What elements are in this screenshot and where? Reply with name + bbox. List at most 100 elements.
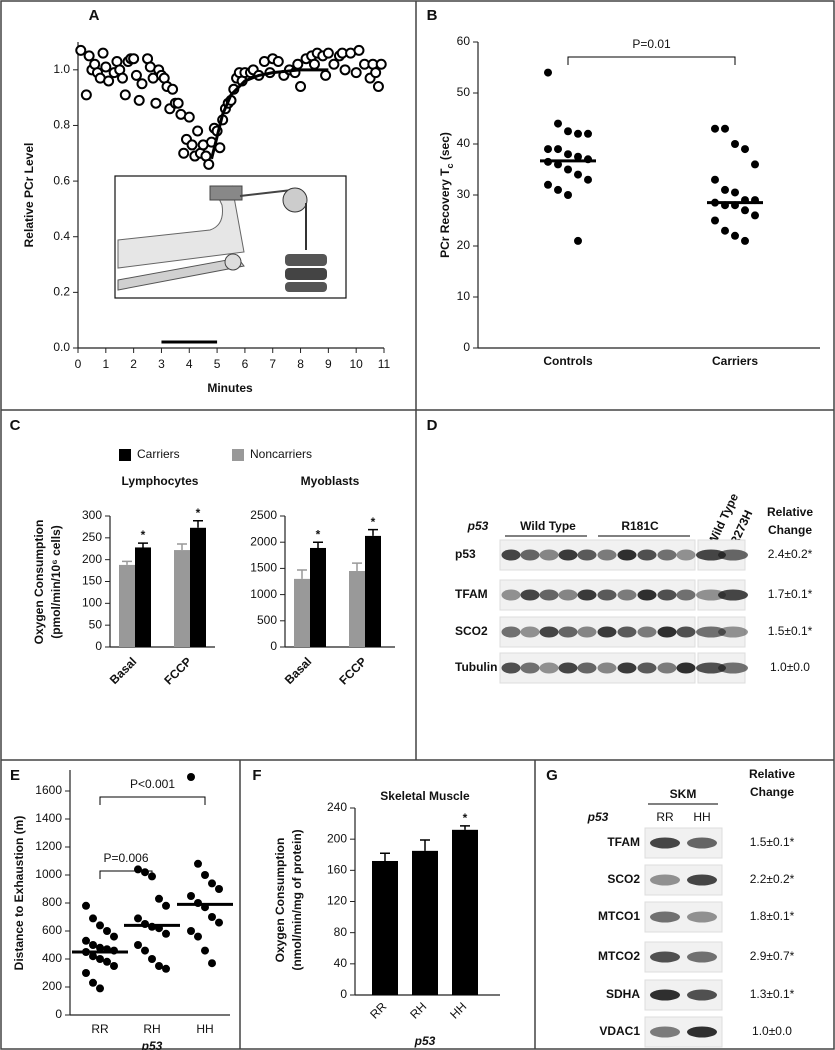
blot-band xyxy=(687,989,717,1001)
error-bar xyxy=(460,825,470,830)
y-axis-label-part: PCr Recovery T xyxy=(438,168,452,258)
data-point xyxy=(215,918,223,927)
significance-star: * xyxy=(371,515,376,529)
p-value-label: P=0.006 xyxy=(103,851,148,865)
data-point xyxy=(96,984,104,993)
panel-label: F xyxy=(252,767,261,784)
data-point xyxy=(203,158,215,170)
y-tick-label: 1000 xyxy=(35,867,62,881)
data-point xyxy=(141,946,149,955)
bar xyxy=(365,535,381,647)
blot-band xyxy=(577,662,597,674)
significance-star: * xyxy=(463,811,468,825)
x-tick-label: FCCP xyxy=(161,654,194,687)
data-point xyxy=(162,929,170,938)
row-label: VDAC1 xyxy=(599,1024,640,1038)
x-tick-label: HH xyxy=(447,999,469,1021)
data-point xyxy=(350,67,362,79)
data-point xyxy=(117,72,129,84)
blot-band xyxy=(650,911,680,923)
significance-star: * xyxy=(141,528,146,542)
legend-label: Noncarriers xyxy=(250,447,312,461)
data-point xyxy=(89,941,97,949)
x-tick-label: 6 xyxy=(242,357,249,371)
data-point xyxy=(544,145,552,154)
row-label: MTCO1 xyxy=(598,909,640,923)
y-axis-label: Oxygen Consumption xyxy=(32,520,46,645)
blot-band xyxy=(657,549,677,561)
blot-band xyxy=(617,626,637,638)
data-point xyxy=(214,142,226,154)
y-axis-label: PCr Recovery Tc (sec) xyxy=(438,132,455,258)
data-point xyxy=(554,185,562,194)
y-tick-label: 500 xyxy=(257,613,277,627)
data-point xyxy=(82,901,90,910)
significance-star: * xyxy=(196,506,201,520)
panel-label: E xyxy=(10,767,20,784)
y-axis-label: (pmol/min/10⁶ cells) xyxy=(49,525,63,639)
data-point xyxy=(721,124,729,133)
blot-band xyxy=(657,626,677,638)
x-tick-label: 7 xyxy=(269,357,276,371)
blot-band xyxy=(676,589,696,601)
relative-change: 2.9±0.7* xyxy=(750,949,795,963)
data-point xyxy=(155,962,163,970)
x-tick-label: 9 xyxy=(325,357,332,371)
blot-band xyxy=(617,549,637,561)
bar xyxy=(372,860,398,995)
inset-illustration xyxy=(114,175,347,299)
data-point xyxy=(208,879,216,888)
error-bar xyxy=(380,852,390,861)
blot-band xyxy=(520,549,540,561)
blot-band xyxy=(539,549,559,561)
data-point xyxy=(172,97,184,109)
data-point xyxy=(194,932,202,941)
blot-band xyxy=(657,589,677,601)
data-point xyxy=(119,89,131,101)
y-tick-label: 160 xyxy=(327,863,347,877)
bar xyxy=(310,547,326,647)
blot-band xyxy=(597,589,617,601)
data-point xyxy=(103,75,115,87)
blot-band xyxy=(650,837,680,849)
y-tick-label: 150 xyxy=(82,574,102,588)
x-tick-label: RH xyxy=(407,999,429,1021)
error-bar xyxy=(193,520,203,528)
blot-band xyxy=(696,662,726,674)
panel-label: A xyxy=(89,7,100,24)
blot-band xyxy=(520,589,540,601)
blot-band xyxy=(577,549,597,561)
blot-band xyxy=(577,589,597,601)
data-point xyxy=(133,94,145,106)
bar xyxy=(119,564,135,647)
data-point xyxy=(215,885,223,893)
data-point xyxy=(328,58,340,70)
data-point xyxy=(103,927,111,935)
y-tick-label: 40 xyxy=(334,956,348,970)
data-point xyxy=(721,185,729,194)
y-axis-label: Oxygen Consumption xyxy=(273,838,287,963)
blot-band xyxy=(597,626,617,638)
error-bar xyxy=(420,839,430,851)
x-tick-label: 8 xyxy=(297,357,304,371)
y-tick-label: 30 xyxy=(457,187,471,201)
error-bar xyxy=(368,528,378,536)
data-point xyxy=(75,44,87,56)
blot-band xyxy=(520,662,540,674)
y-tick-label: 0.8 xyxy=(53,118,70,132)
data-point xyxy=(554,119,562,128)
y-tick-label: 2500 xyxy=(250,508,277,522)
data-point xyxy=(82,969,90,977)
y-tick-label: 20 xyxy=(457,238,471,252)
error-bar xyxy=(297,569,307,579)
data-point xyxy=(187,927,195,935)
blot-band xyxy=(687,874,717,886)
data-point xyxy=(295,81,307,93)
x-tick-label: RH xyxy=(143,1022,160,1036)
y-axis-label: Distance to Exhaustion (m) xyxy=(12,816,26,971)
relative-change: 1.5±0.1* xyxy=(768,624,813,638)
blot-band xyxy=(637,626,657,638)
bar xyxy=(349,571,365,647)
